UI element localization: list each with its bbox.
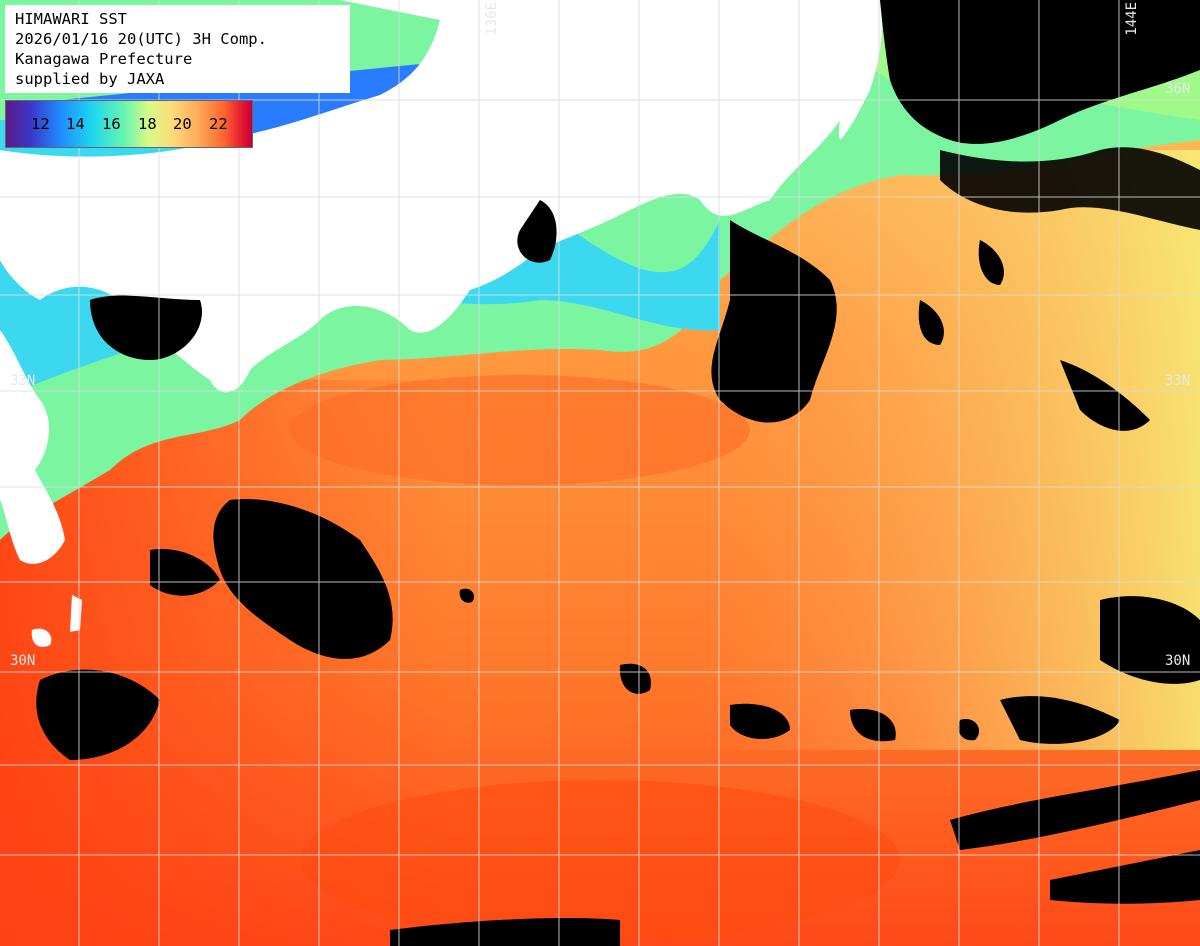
legend-label: 20 (173, 115, 192, 133)
cloud-cover (36, 0, 1200, 946)
color-scale-legend: 12 14 16 18 20 22 (5, 100, 253, 148)
lat-label-33n-left: 33N (10, 373, 36, 389)
title-organization: Kanagawa Prefecture (15, 50, 193, 68)
legend-label: 22 (209, 115, 228, 133)
island-yakushima (31, 628, 52, 647)
title-box: HIMAWARI SST 2026/01/16 20(UTC) 3H Comp.… (5, 5, 350, 93)
lat-label-30n-right: 30N (1165, 653, 1191, 669)
legend-label: 12 (31, 115, 50, 133)
land-honshu (0, 0, 864, 393)
legend-label: 14 (66, 115, 85, 133)
lat-label-36n: 36N (1165, 81, 1191, 97)
lon-label-144e: 144E (1124, 2, 1140, 36)
land-kyushu (0, 330, 65, 564)
legend-label: 16 (102, 115, 121, 133)
kuroshio-core (290, 375, 750, 485)
island-tanegashima (70, 595, 82, 632)
lat-label-33n-right: 33N (1165, 373, 1191, 389)
lat-label-30n-left: 30N (10, 653, 36, 669)
title-product: HIMAWARI SST (15, 10, 127, 28)
southern-warm-eddy (300, 780, 900, 940)
legend-label: 18 (138, 115, 157, 133)
title-credit: supplied by JAXA (15, 70, 165, 88)
title-datetime: 2026/01/16 20(UTC) 3H Comp. (15, 30, 267, 48)
land-boso (838, 0, 882, 140)
lon-label-136e: 136E (484, 2, 500, 36)
